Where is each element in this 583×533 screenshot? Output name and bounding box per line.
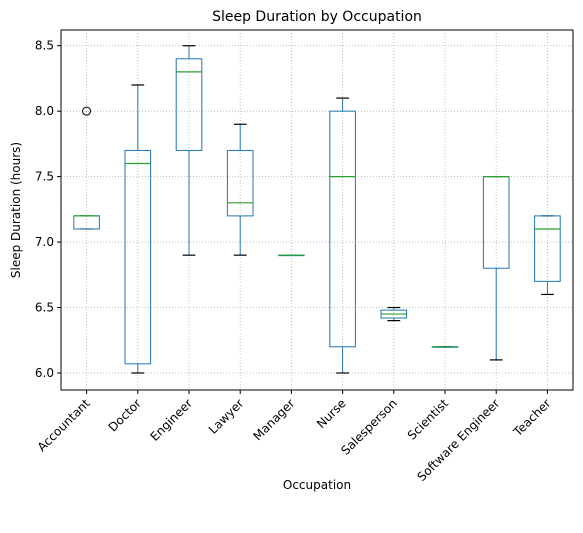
x-axis: Accountant Doctor Engineer Lawyer Manager Nur… (35, 390, 554, 484)
x-tick-label: Scientist (405, 396, 452, 443)
iqr-box (175, 58, 203, 151)
x-axis-label: Occupation (283, 478, 351, 492)
box-teacher (534, 215, 561, 296)
x-tick-label: Teacher (510, 396, 554, 440)
box-manager (278, 254, 305, 257)
x-tick-label: Manager (250, 396, 297, 443)
boxes (73, 45, 561, 374)
box-scientist (431, 346, 459, 348)
y-tick-label: 7.0 (35, 235, 54, 249)
x-tick-label: Engineer (147, 396, 195, 444)
y-tick-label: 6.5 (35, 301, 54, 315)
y-axis: 6.0 6.5 7.0 7.5 8.0 8.5 (35, 39, 61, 380)
box-lawyer (226, 123, 254, 256)
y-tick-label: 7.5 (35, 170, 54, 184)
y-axis-label: Sleep Duration (hours) (9, 142, 23, 278)
y-tick-label: 8.5 (35, 39, 54, 53)
box-nurse (329, 97, 356, 374)
iqr-box (226, 149, 254, 217)
box-salesperson (380, 306, 408, 322)
box-doctor (124, 84, 152, 374)
iqr-box (534, 215, 561, 282)
iqr-box (329, 110, 356, 348)
y-tick-label: 6.0 (35, 366, 54, 380)
plot-frame (60, 29, 574, 391)
iqr-box (124, 149, 152, 365)
box-engineer (175, 45, 203, 256)
x-tick-label: Accountant (35, 396, 93, 454)
outlier-point (82, 106, 92, 116)
x-tick-label: Lawyer (206, 396, 247, 437)
x-tick-label: Doctor (106, 396, 144, 434)
box-accountant (73, 106, 100, 230)
x-tick-label: Nurse (314, 396, 349, 431)
y-tick-label: 8.0 (35, 104, 54, 118)
chart-title: Sleep Duration by Occupation (212, 9, 422, 25)
box-software-engineer (482, 176, 510, 361)
